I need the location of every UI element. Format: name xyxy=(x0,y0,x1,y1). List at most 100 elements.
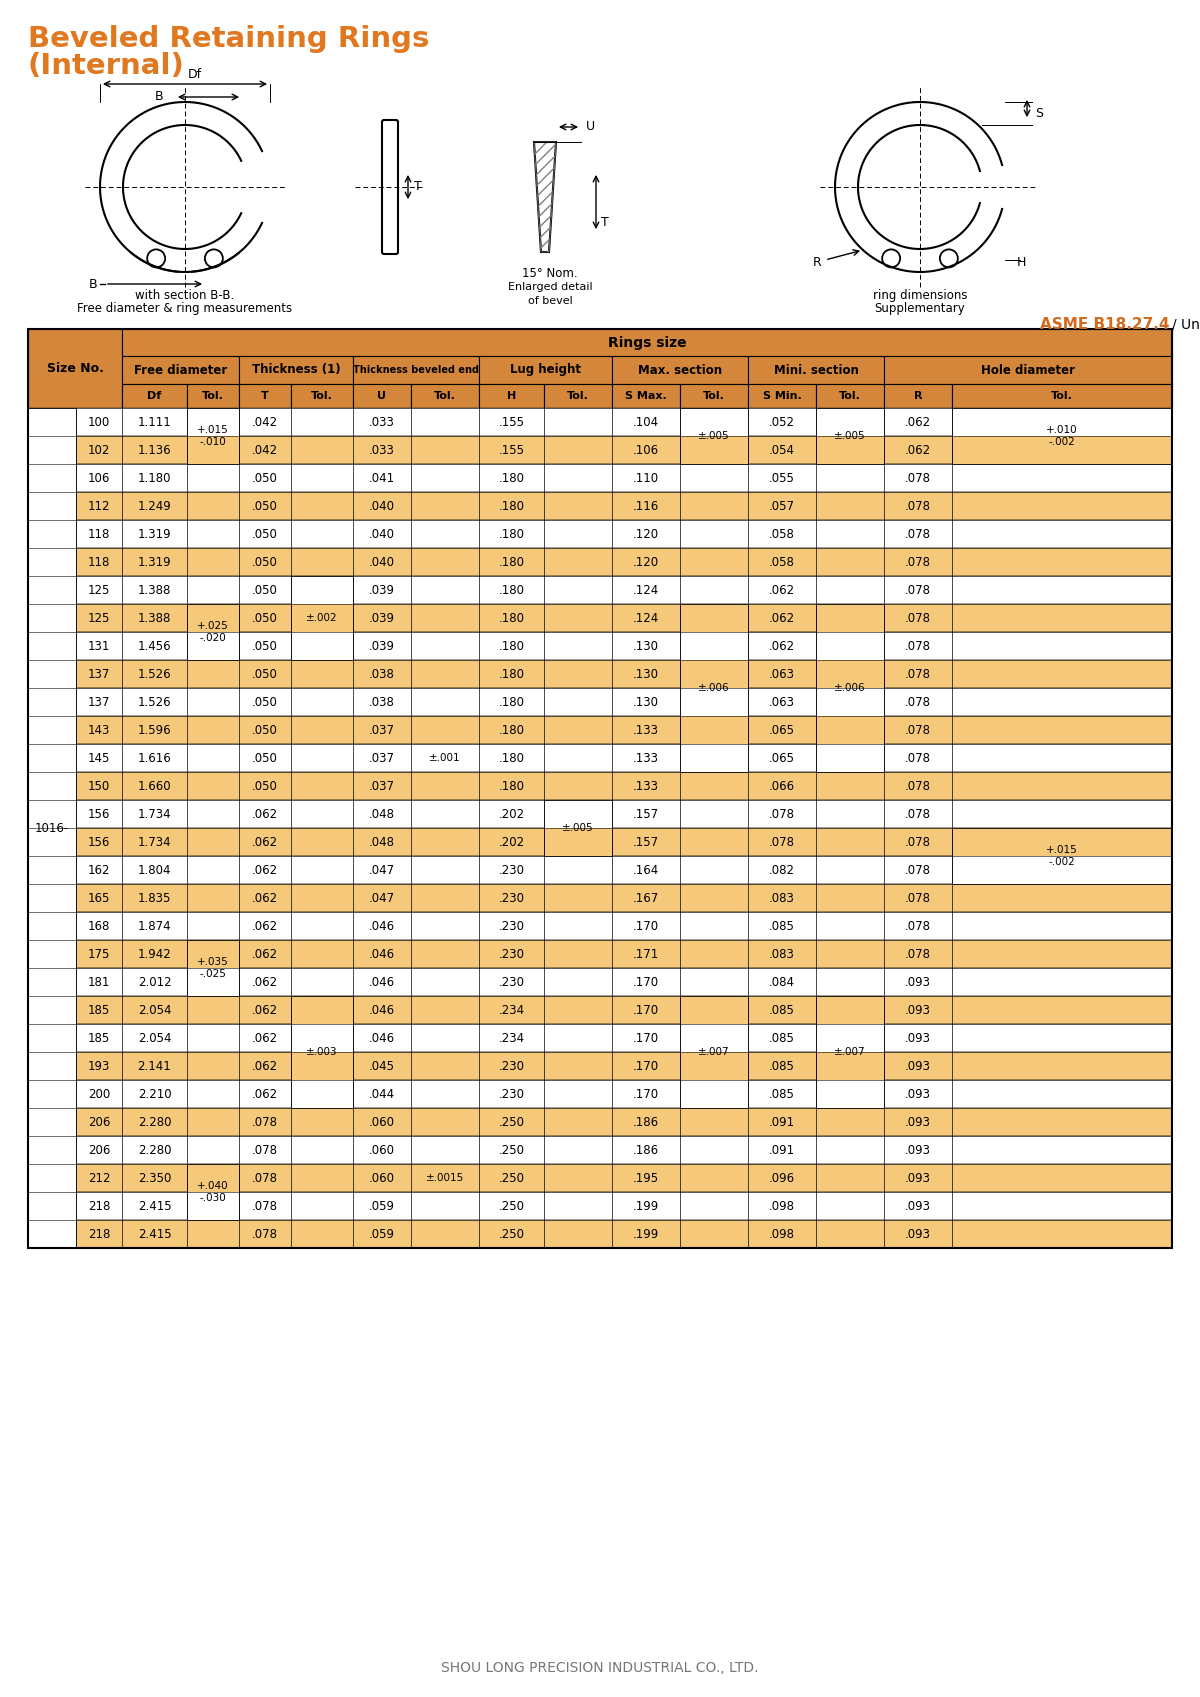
Text: 218: 218 xyxy=(88,1227,110,1241)
Text: 1.388: 1.388 xyxy=(138,611,172,624)
Text: Max. section: Max. section xyxy=(638,363,722,377)
Text: 175: 175 xyxy=(88,947,110,961)
Text: .116: .116 xyxy=(632,499,659,512)
Bar xyxy=(28,967,1172,996)
Text: .093: .093 xyxy=(905,1088,931,1100)
Bar xyxy=(122,356,239,384)
Text: .084: .084 xyxy=(769,976,796,988)
Text: .093: .093 xyxy=(905,1003,931,1017)
Bar xyxy=(292,575,353,604)
Text: .062: .062 xyxy=(252,891,278,905)
Text: .062: .062 xyxy=(905,443,931,456)
Bar xyxy=(816,407,884,436)
Text: .093: .093 xyxy=(905,1144,931,1156)
Text: 1.526: 1.526 xyxy=(138,667,172,680)
Bar xyxy=(680,716,748,743)
FancyBboxPatch shape xyxy=(382,120,398,255)
Text: 100: 100 xyxy=(88,416,110,429)
Text: Df: Df xyxy=(148,390,162,400)
Text: .170: .170 xyxy=(632,1032,659,1044)
Text: .062: .062 xyxy=(252,864,278,876)
Bar xyxy=(479,356,612,384)
Bar xyxy=(680,1023,748,1052)
Text: ±.0015: ±.0015 xyxy=(426,1173,464,1183)
Bar xyxy=(816,631,884,660)
Bar xyxy=(187,940,239,967)
Text: .186: .186 xyxy=(632,1115,659,1129)
Text: .230: .230 xyxy=(498,864,524,876)
Text: .050: .050 xyxy=(252,752,278,765)
Bar xyxy=(28,687,1172,716)
Text: .167: .167 xyxy=(632,891,659,905)
Bar xyxy=(884,384,952,407)
Text: 165: 165 xyxy=(88,891,110,905)
Text: .085: .085 xyxy=(769,920,794,932)
Bar xyxy=(952,407,1172,436)
Text: 1.249: 1.249 xyxy=(138,499,172,512)
Text: T: T xyxy=(414,180,421,193)
Bar xyxy=(816,604,884,772)
Text: .180: .180 xyxy=(498,667,524,680)
Bar xyxy=(816,660,884,687)
Text: .250: .250 xyxy=(498,1200,524,1212)
Text: 218: 218 xyxy=(88,1200,110,1212)
Text: .065: .065 xyxy=(769,723,796,736)
Text: .063: .063 xyxy=(769,667,796,680)
Text: .060: .060 xyxy=(370,1144,395,1156)
Text: 2.350: 2.350 xyxy=(138,1171,172,1185)
Text: Beveled Retaining Rings: Beveled Retaining Rings xyxy=(28,25,430,53)
Text: .047: .047 xyxy=(368,864,395,876)
Bar xyxy=(28,799,1172,828)
Bar xyxy=(410,384,479,407)
Bar xyxy=(187,604,239,660)
Bar xyxy=(28,940,1172,967)
Bar xyxy=(292,604,353,631)
Bar xyxy=(28,548,1172,575)
Bar xyxy=(292,1052,353,1079)
Bar xyxy=(28,828,1172,855)
Bar xyxy=(28,772,1172,799)
Text: .078: .078 xyxy=(905,584,931,597)
Text: 1.596: 1.596 xyxy=(138,723,172,736)
Text: ±.001: ±.001 xyxy=(430,753,461,764)
Text: .050: .050 xyxy=(252,696,278,709)
Text: .057: .057 xyxy=(769,499,796,512)
Text: .085: .085 xyxy=(769,1032,794,1044)
Bar xyxy=(28,716,1172,743)
Text: .062: .062 xyxy=(252,1088,278,1100)
Text: .033: .033 xyxy=(370,443,395,456)
Bar xyxy=(816,604,884,631)
Bar xyxy=(612,356,748,384)
Bar xyxy=(680,631,748,660)
Bar xyxy=(122,384,187,407)
Bar xyxy=(884,356,1172,384)
Text: .078: .078 xyxy=(252,1200,278,1212)
Text: 137: 137 xyxy=(88,696,110,709)
Text: +.025
-.020: +.025 -.020 xyxy=(197,621,229,643)
Text: .050: .050 xyxy=(252,723,278,736)
Text: .042: .042 xyxy=(252,416,278,429)
Text: 1.874: 1.874 xyxy=(138,920,172,932)
Bar xyxy=(952,828,1172,884)
Text: ±.006: ±.006 xyxy=(698,682,730,692)
Bar xyxy=(680,996,748,1023)
Bar xyxy=(816,407,884,463)
Text: .058: .058 xyxy=(769,555,794,568)
Circle shape xyxy=(940,249,958,268)
Bar xyxy=(680,407,748,436)
Text: .133: .133 xyxy=(634,723,659,736)
Text: .065: .065 xyxy=(769,752,796,765)
Text: .078: .078 xyxy=(905,920,931,932)
Bar xyxy=(680,1079,748,1108)
Text: .133: .133 xyxy=(634,752,659,765)
Bar xyxy=(28,1220,1172,1247)
Text: .093: .093 xyxy=(905,1171,931,1185)
Text: .050: .050 xyxy=(252,640,278,653)
Text: .037: .037 xyxy=(370,779,395,792)
Text: .130: .130 xyxy=(634,667,659,680)
Text: .124: .124 xyxy=(632,584,659,597)
Text: .040: .040 xyxy=(370,499,395,512)
Text: .250: .250 xyxy=(498,1144,524,1156)
Text: .062: .062 xyxy=(252,920,278,932)
Bar xyxy=(122,329,1172,356)
